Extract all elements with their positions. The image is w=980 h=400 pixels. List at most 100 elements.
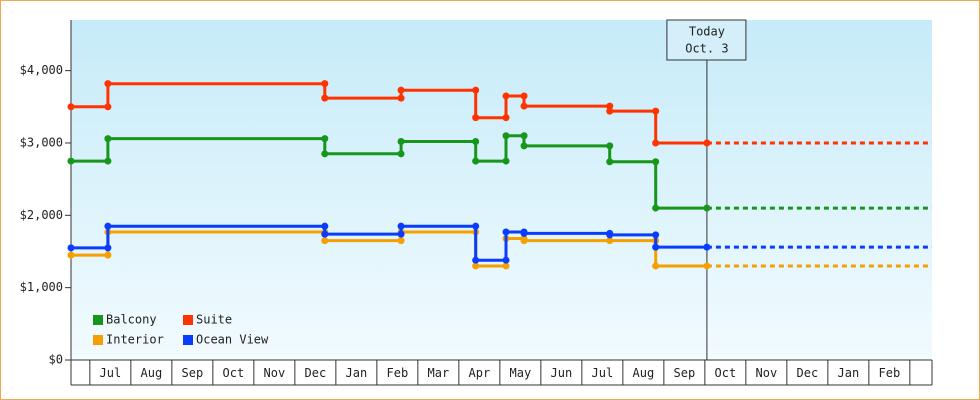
price-point bbox=[104, 222, 112, 230]
legend-swatch bbox=[183, 335, 193, 345]
price-point bbox=[397, 222, 405, 230]
price-point bbox=[703, 204, 711, 212]
x-tick-label: Feb bbox=[387, 366, 409, 380]
price-point bbox=[472, 256, 480, 264]
price-point bbox=[104, 251, 112, 259]
x-tick-label: Sep bbox=[674, 366, 696, 380]
price-point bbox=[606, 142, 614, 150]
x-tick-label: Jul bbox=[592, 366, 614, 380]
price-point bbox=[520, 92, 528, 100]
price-point bbox=[606, 231, 614, 239]
price-point bbox=[652, 158, 660, 166]
x-tick-label: Sep bbox=[182, 366, 204, 380]
price-point bbox=[397, 237, 405, 245]
price-point bbox=[652, 243, 660, 251]
price-point bbox=[606, 107, 614, 115]
price-point bbox=[397, 86, 405, 94]
price-point bbox=[520, 102, 528, 110]
price-point bbox=[67, 244, 75, 252]
price-point bbox=[472, 157, 480, 165]
price-point bbox=[397, 150, 405, 158]
x-tick-label: Dec bbox=[797, 366, 819, 380]
legend-label: Interior bbox=[106, 333, 164, 347]
x-tick-label: Jul bbox=[100, 366, 122, 380]
x-tick-label: Aug bbox=[141, 366, 163, 380]
series-line bbox=[71, 224, 707, 262]
x-tick-label: Oct bbox=[715, 366, 737, 380]
today-box bbox=[666, 19, 747, 61]
price-point bbox=[104, 103, 112, 111]
legend-label: Balcony bbox=[106, 313, 157, 327]
x-tick-label: Dec bbox=[305, 366, 327, 380]
price-point bbox=[321, 94, 329, 102]
y-tick-label: $3,000 bbox=[20, 135, 63, 149]
series-line bbox=[71, 82, 707, 145]
price-point bbox=[652, 107, 660, 115]
x-tick-label: Nov bbox=[264, 366, 286, 380]
price-point bbox=[606, 237, 614, 245]
x-tick-label: Nov bbox=[756, 366, 778, 380]
price-point bbox=[472, 262, 480, 270]
price-point bbox=[703, 139, 711, 147]
price-point bbox=[472, 114, 480, 122]
price-point bbox=[397, 138, 405, 146]
price-point bbox=[606, 102, 614, 110]
price-point bbox=[520, 142, 528, 150]
x-tick-label: Apr bbox=[469, 366, 491, 380]
legend-swatch bbox=[93, 315, 103, 325]
price-point bbox=[502, 157, 510, 165]
price-point bbox=[520, 132, 528, 140]
price-point bbox=[472, 86, 480, 94]
price-point bbox=[472, 138, 480, 146]
series-line bbox=[71, 134, 707, 210]
x-tick-label: Mar bbox=[428, 366, 450, 380]
legend-swatch bbox=[93, 335, 103, 345]
price-point bbox=[397, 94, 405, 102]
x-tick-label: May bbox=[510, 366, 532, 380]
price-point bbox=[397, 230, 405, 238]
legend-swatch bbox=[183, 315, 193, 325]
x-tick-label: Aug bbox=[633, 366, 655, 380]
price-point bbox=[104, 80, 112, 88]
price-point bbox=[502, 256, 510, 264]
x-tick-label: Jan bbox=[838, 366, 860, 380]
price-point bbox=[652, 139, 660, 147]
price-point bbox=[502, 132, 510, 140]
price-point bbox=[472, 222, 480, 230]
price-point bbox=[703, 262, 711, 270]
price-point bbox=[502, 114, 510, 122]
price-point bbox=[652, 231, 660, 239]
x-tick-label: Feb bbox=[879, 366, 901, 380]
price-point bbox=[321, 230, 329, 238]
price-point bbox=[321, 150, 329, 158]
price-point bbox=[703, 243, 711, 251]
x-tick-label: Jun bbox=[551, 366, 573, 380]
price-point bbox=[104, 157, 112, 165]
price-point bbox=[502, 92, 510, 100]
x-tick-label: Jan bbox=[346, 366, 368, 380]
today-label: Today bbox=[689, 25, 725, 39]
price-point bbox=[652, 204, 660, 212]
plot-background bbox=[71, 20, 932, 360]
legend-label: Suite bbox=[196, 313, 232, 327]
price-point bbox=[104, 244, 112, 252]
y-tick-label: $1,000 bbox=[20, 280, 63, 294]
price-point bbox=[520, 237, 528, 245]
today-label: Oct. 3 bbox=[685, 42, 728, 56]
price-point bbox=[104, 135, 112, 143]
price-point bbox=[502, 262, 510, 270]
price-point bbox=[606, 158, 614, 166]
y-tick-label: $2,000 bbox=[20, 208, 63, 222]
legend-label: Ocean View bbox=[196, 333, 269, 347]
price-point bbox=[67, 103, 75, 111]
price-point bbox=[321, 80, 329, 88]
price-point bbox=[520, 229, 528, 237]
price-point bbox=[652, 262, 660, 270]
x-tick-label: Oct bbox=[223, 366, 245, 380]
price-point bbox=[321, 222, 329, 230]
price-point bbox=[321, 237, 329, 245]
price-point bbox=[67, 157, 75, 165]
price-point bbox=[502, 228, 510, 236]
price-point bbox=[321, 135, 329, 143]
